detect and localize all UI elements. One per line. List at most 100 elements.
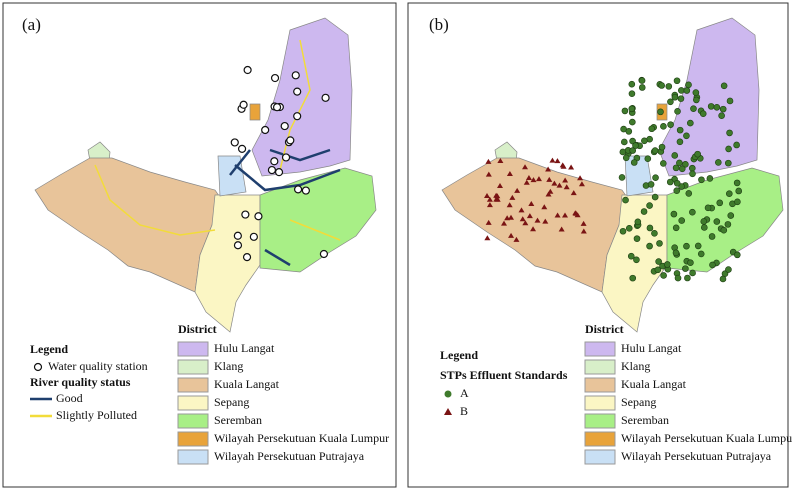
district-swatch: [584, 431, 616, 447]
stp-a: [651, 230, 658, 237]
stp-b: [530, 226, 537, 232]
stp-a: [640, 208, 648, 215]
stp-a: [628, 105, 636, 113]
stp-b: [486, 202, 493, 208]
stp-a: [646, 224, 654, 232]
district-name: Wilayah Persekutuan Kuala Lumpur: [621, 431, 792, 445]
district-swatch: [177, 377, 209, 393]
stp-b: [525, 174, 532, 180]
stp-a: [733, 179, 741, 187]
station: [274, 168, 284, 177]
stp-a: [618, 174, 626, 181]
stp-a: [671, 152, 679, 159]
stp-a: [672, 224, 680, 232]
district-area: [259, 167, 377, 273]
legend-b: [444, 408, 452, 415]
stp-a: [629, 147, 637, 154]
legend-title: Legend: [440, 348, 478, 362]
stp-a: [622, 154, 630, 162]
stp-b: [541, 204, 548, 210]
station: [291, 71, 300, 80]
stp-a: [666, 178, 674, 186]
station: [301, 186, 310, 195]
district-name: Sepang: [621, 395, 656, 409]
stp-b: [528, 200, 535, 206]
stp-b: [577, 175, 584, 181]
stp-a: [634, 218, 642, 226]
district-area: [217, 155, 247, 197]
district-name: Seremban: [214, 413, 262, 427]
stp-a: [656, 240, 663, 247]
stp-a: [725, 190, 733, 197]
district-area: [251, 17, 353, 177]
station: [230, 138, 239, 147]
stp-a: [678, 183, 685, 190]
stp-b: [563, 184, 570, 190]
district-name: Kuala Langat: [621, 377, 687, 391]
stp-b: [549, 157, 556, 163]
stp-a: [687, 259, 694, 267]
stp-b: [545, 191, 552, 197]
stp-a: [726, 97, 734, 105]
stp-a: [651, 193, 659, 201]
stp-a: [646, 202, 653, 209]
stp-a: [621, 138, 628, 146]
stp-a: [678, 217, 686, 224]
stp-a: [683, 132, 690, 140]
stp-b: [501, 220, 508, 226]
stp-b: [572, 210, 579, 216]
stp-a: [676, 138, 684, 146]
stp-a: [724, 221, 732, 228]
stp-a: [682, 265, 689, 272]
stp-a: [638, 77, 646, 84]
stp-a: [651, 147, 659, 154]
stp-a: [628, 90, 636, 97]
stp-b: [496, 183, 503, 189]
stp-a: [689, 269, 696, 277]
stp-a: [660, 123, 667, 130]
river: [229, 148, 341, 267]
stp-a: [682, 161, 689, 168]
stp-b: [580, 220, 587, 226]
stp-a: [694, 150, 701, 158]
station: [254, 212, 263, 221]
stp-a: [720, 82, 728, 90]
station: [241, 210, 250, 219]
stp-a: [684, 274, 691, 282]
stp-a: [713, 104, 721, 111]
stp-a: [693, 96, 700, 104]
stp-a: [660, 160, 667, 167]
district-name: Wilayah Persekutuan Kuala Lumpur: [214, 431, 389, 445]
stp-b: [547, 188, 554, 194]
stp-b: [485, 158, 492, 164]
stp-b: [523, 179, 530, 185]
stp-b: [493, 192, 500, 198]
stp-a: [677, 95, 685, 102]
stp-b: [513, 236, 520, 242]
stp-a: [641, 137, 648, 145]
stp-a: [646, 242, 653, 250]
district-area: [249, 103, 261, 121]
stp-a: [725, 145, 732, 153]
stp-b: [506, 171, 513, 177]
stp-a: [725, 159, 732, 167]
stp-a: [655, 258, 662, 265]
legend-label: Water quality station: [48, 359, 148, 373]
stp-b: [508, 232, 515, 238]
stp-a: [708, 233, 716, 240]
stp-a: [720, 226, 728, 234]
stp-a: [706, 175, 714, 182]
legend-label: Slightly Polluted: [56, 408, 137, 422]
district-swatch: [584, 341, 616, 357]
district-name: Seremban: [621, 413, 669, 427]
stp-b: [534, 217, 541, 223]
stp-a: [676, 159, 683, 167]
district-swatch: [177, 449, 209, 465]
stp-a: [638, 84, 646, 91]
stp-a: [683, 242, 690, 250]
stp-a: [704, 204, 712, 212]
stp-a: [654, 266, 662, 274]
legend-title: Legend: [30, 342, 68, 356]
stp-b: [568, 164, 575, 170]
stp-a: [674, 274, 682, 282]
